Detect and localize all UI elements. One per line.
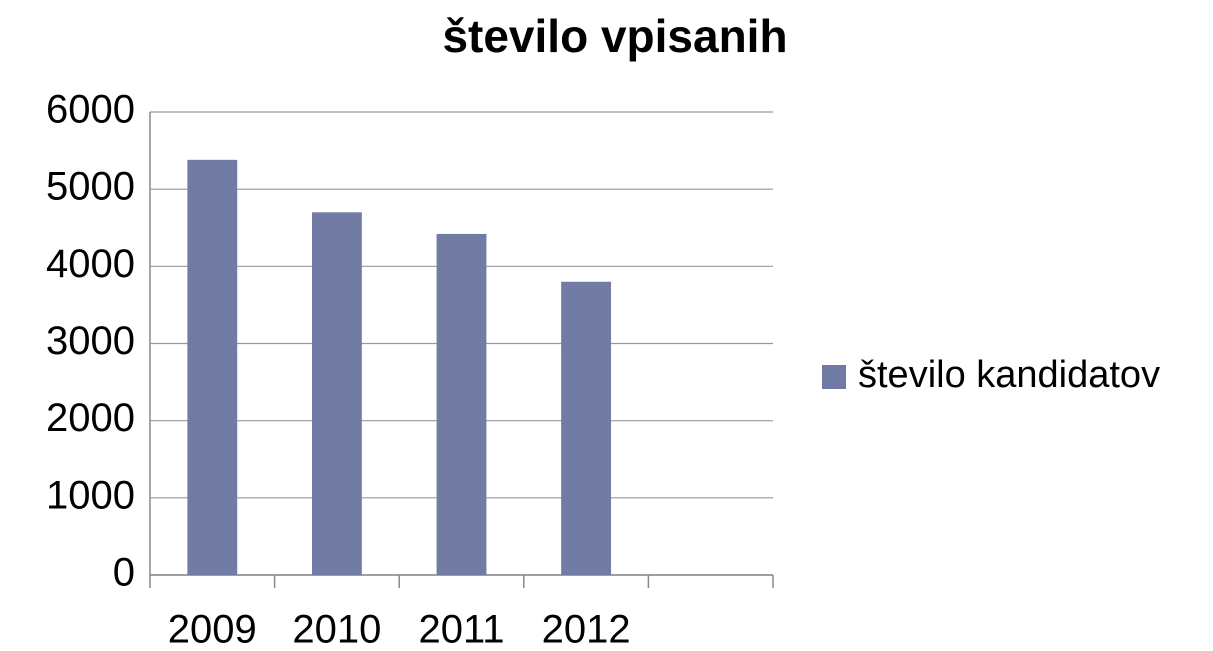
- x-tick-label: 2012: [542, 608, 631, 651]
- y-tick-label: 0: [113, 551, 135, 595]
- chart-title: število vpisanih: [442, 10, 787, 62]
- x-tick-label: 2010: [292, 608, 381, 651]
- y-tick-label: 1000: [46, 473, 135, 517]
- x-tick-label: 2009: [168, 608, 257, 651]
- bar: [561, 281, 612, 575]
- y-tick-label: 3000: [46, 319, 135, 363]
- y-tick-label: 4000: [46, 242, 135, 286]
- bar: [187, 159, 238, 576]
- x-tick-label: 2011: [418, 608, 504, 651]
- legend-label: število kandidatov: [858, 354, 1160, 396]
- bar: [311, 212, 362, 576]
- y-tick-label: 2000: [46, 396, 135, 440]
- legend-swatch: [822, 365, 846, 389]
- y-tick-label: 6000: [46, 88, 135, 132]
- y-tick-label: 5000: [46, 165, 135, 209]
- bar: [436, 233, 487, 575]
